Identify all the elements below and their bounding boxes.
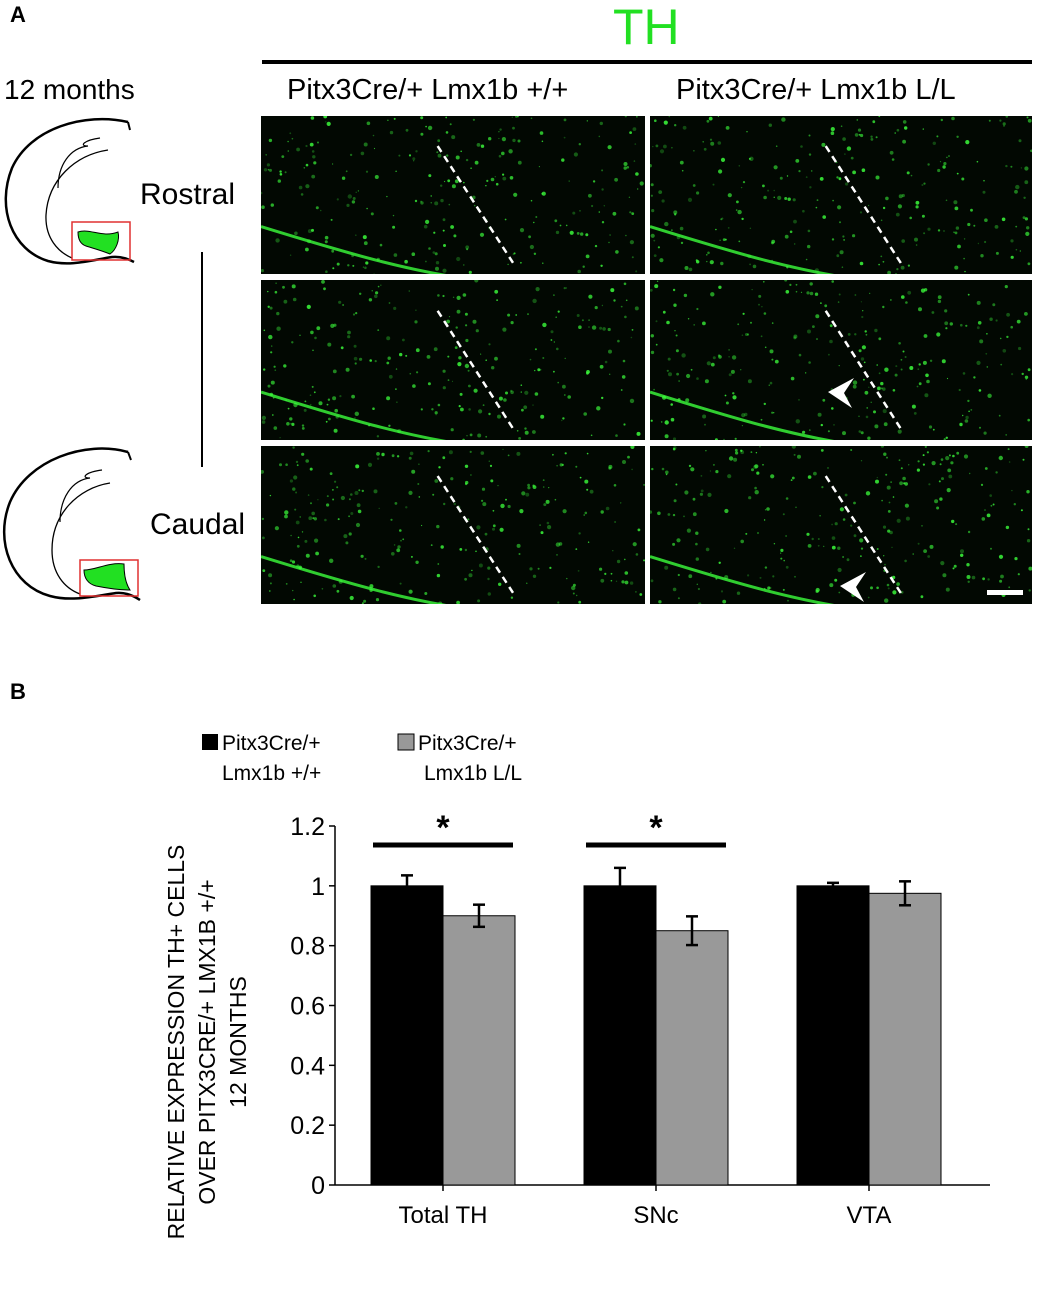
y-tick-label: 1: [311, 873, 325, 901]
bar-mutant: [442, 915, 516, 1186]
y-axis-title-line2: OVER PITX3CRE/+ LMX1B +/+: [194, 879, 220, 1204]
legend-label-mutant-line1: Pitx3Cre/+: [418, 732, 517, 755]
legend-label-wildtype-line1: Pitx3Cre/+: [222, 732, 321, 755]
y-tick-label: 0.2: [290, 1112, 325, 1140]
bar-wildtype: [583, 885, 657, 1186]
panel-b-label: B: [10, 679, 26, 704]
x-tick-label: SNc: [633, 1202, 678, 1229]
rostral-label: Rostral: [140, 178, 236, 211]
brain-schematic-rostral: [4, 117, 135, 265]
bar-mutant: [868, 892, 942, 1186]
y-tick-label: 0.8: [290, 933, 325, 961]
significance-star: *: [436, 809, 450, 847]
panel-a-label: A: [10, 2, 26, 27]
bar-wildtype: [370, 885, 444, 1186]
title-rule: [262, 60, 1032, 64]
y-tick-label: 0.4: [290, 1052, 325, 1080]
age-label: 12 months: [4, 74, 135, 105]
y-tick-label: 1.2: [290, 813, 325, 841]
brain-schematic-caudal: [2, 447, 141, 602]
bar-chart: Pitx3Cre/+ Lmx1b +/+ Pitx3Cre/+ Lmx1b L/…: [163, 732, 990, 1240]
column-label-wildtype: Pitx3Cre/+ Lmx1b +/+: [287, 74, 569, 106]
micrograph-mutant-middle: [650, 280, 1032, 440]
x-tick-label: Total TH: [399, 1202, 488, 1229]
y-tick-label: 0: [311, 1172, 325, 1200]
rostro-caudal-axis: [201, 252, 203, 467]
column-label-mutant: Pitx3Cre/+ Lmx1b L/L: [676, 74, 956, 106]
micrograph-wildtype-middle: [261, 280, 645, 440]
scale-bar: [987, 590, 1023, 595]
bar-mutant: [655, 930, 729, 1186]
y-axis-title-line3: 12 MONTHS: [225, 976, 251, 1108]
marker-title: TH: [613, 0, 680, 55]
micrograph-mutant-caudal: [650, 446, 1032, 604]
caudal-label: Caudal: [150, 508, 246, 541]
significance-star: *: [649, 809, 663, 847]
y-tick-label: 0.6: [290, 993, 325, 1021]
arrowhead-marker: [828, 378, 854, 408]
arrowhead-marker: [840, 572, 866, 602]
legend-label-wildtype-line2: Lmx1b +/+: [222, 762, 321, 785]
micrograph-wildtype-rostral: [261, 116, 645, 274]
micrograph-wildtype-caudal: [261, 446, 645, 604]
x-tick-label: VTA: [847, 1202, 892, 1229]
y-axis-title-line1: RELATIVE EXPRESSION TH+ CELLS: [163, 845, 189, 1240]
legend-label-mutant-line2: Lmx1b L/L: [424, 762, 522, 785]
bar-wildtype: [796, 885, 870, 1186]
legend-swatch-mutant: [397, 733, 415, 751]
legend-swatch-wildtype: [202, 734, 218, 750]
micrograph-mutant-rostral: [650, 116, 1032, 274]
